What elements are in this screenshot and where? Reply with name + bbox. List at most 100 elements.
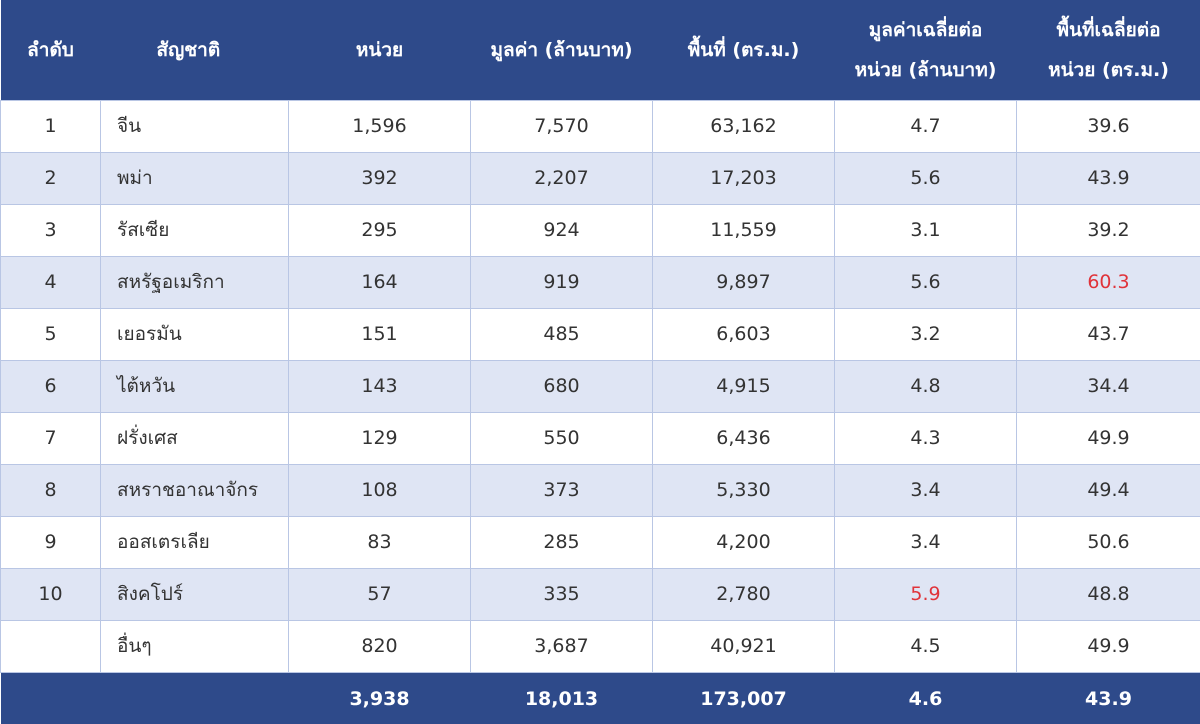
cell-avg-area: 43.7	[1016, 307, 1200, 361]
cell-avg-area: 43.9	[1016, 151, 1200, 205]
cell-rank: 4	[0, 255, 101, 309]
cell-value: 335	[470, 567, 653, 621]
cell-nationality: อื่นๆ	[100, 619, 289, 673]
cell-area: 63,162	[652, 99, 835, 153]
table-row: 4 สหรัฐอเมริกา 164 919 9,897 5.6 60.3	[0, 255, 1200, 309]
total-avg-value: 4.6	[908, 688, 943, 711]
cell-avg-value-highlight: 5.9	[834, 567, 1017, 621]
cell-rank: 6	[0, 359, 101, 413]
cell-rank: 3	[0, 203, 101, 257]
cell-avg-value: 4.5	[834, 619, 1017, 673]
header-rank: ลำดับ	[27, 38, 74, 61]
cell-units: 83	[288, 515, 471, 569]
cell-nationality: เยอรมัน	[100, 307, 289, 361]
cell-nationality: จีน	[100, 99, 289, 153]
table-body: 1 จีน 1,596 7,570 63,162 4.7 39.6 2 พม่า…	[0, 99, 1200, 673]
total-units: 3,938	[349, 688, 410, 711]
cell-area: 9,897	[652, 255, 835, 309]
cell-avg-value: 3.1	[834, 203, 1017, 257]
header-avg-value: มูลค่าเฉลี่ยต่อ หน่วย (ล้านบาท)	[835, 0, 1017, 100]
cell-units: 129	[288, 411, 471, 465]
table-row: 6 ไต้หวัน 143 680 4,915 4.8 34.4	[0, 359, 1200, 413]
cell-avg-area: 49.9	[1016, 411, 1200, 465]
cell-rank: 5	[0, 307, 101, 361]
cell-area: 6,436	[652, 411, 835, 465]
cell-avg-area: 50.6	[1016, 515, 1200, 569]
table-row: 1 จีน 1,596 7,570 63,162 4.7 39.6	[0, 99, 1200, 153]
cell-area: 2,780	[652, 567, 835, 621]
header-avg-area-line1: พื้นที่เฉลี่ยต่อ	[1056, 18, 1161, 41]
cell-value: 7,570	[470, 99, 653, 153]
cell-value: 373	[470, 463, 653, 517]
cell-units: 151	[288, 307, 471, 361]
total-value: 18,013	[524, 688, 599, 711]
cell-rank: 2	[0, 151, 101, 205]
cell-units: 295	[288, 203, 471, 257]
header-units: หน่วย	[355, 38, 404, 61]
cell-value: 550	[470, 411, 653, 465]
cell-rank: 8	[0, 463, 101, 517]
cell-avg-value: 3.4	[834, 515, 1017, 569]
cell-nationality: พม่า	[100, 151, 289, 205]
cell-value: 680	[470, 359, 653, 413]
cell-rank: 10	[0, 567, 101, 621]
cell-area: 4,915	[652, 359, 835, 413]
cell-avg-value: 4.8	[834, 359, 1017, 413]
cell-avg-area: 39.6	[1016, 99, 1200, 153]
cell-avg-area: 34.4	[1016, 359, 1200, 413]
table-row: 3 รัสเซีย 295 924 11,559 3.1 39.2	[0, 203, 1200, 257]
header-avg-area: พื้นที่เฉลี่ยต่อ หน่วย (ตร.ม.)	[1017, 0, 1200, 100]
cell-area: 17,203	[652, 151, 835, 205]
header-row: ลำดับ สัญชาติ หน่วย มูลค่า (ล้านบาท) พื้…	[0, 0, 1200, 100]
header-area: พื้นที่ (ตร.ม.)	[687, 38, 800, 61]
table-row: อื่นๆ 820 3,687 40,921 4.5 49.9	[0, 619, 1200, 673]
cell-avg-value: 4.3	[834, 411, 1017, 465]
header-value: มูลค่า (ล้านบาท)	[490, 38, 633, 61]
table-row: 2 พม่า 392 2,207 17,203 5.6 43.9	[0, 151, 1200, 205]
table-row: 9 ออสเตรเลีย 83 285 4,200 3.4 50.6	[0, 515, 1200, 569]
cell-value: 919	[470, 255, 653, 309]
cell-avg-value: 3.4	[834, 463, 1017, 517]
cell-avg-area: 39.2	[1016, 203, 1200, 257]
table-row: 7 ฝรั่งเศส 129 550 6,436 4.3 49.9	[0, 411, 1200, 465]
header-avg-area-line2: หน่วย (ตร.ม.)	[1048, 58, 1169, 81]
cell-value: 924	[470, 203, 653, 257]
total-nationality-empty	[101, 672, 289, 724]
cell-area: 4,200	[652, 515, 835, 569]
cell-nationality: สิงคโปร์	[100, 567, 289, 621]
cell-rank: 1	[0, 99, 101, 153]
cell-rank	[0, 619, 101, 673]
cell-units: 1,596	[288, 99, 471, 153]
cell-avg-value: 5.6	[834, 151, 1017, 205]
total-area: 173,007	[700, 688, 787, 711]
table-header: ลำดับ สัญชาติ หน่วย มูลค่า (ล้านบาท) พื้…	[0, 0, 1200, 100]
total-rank-empty	[1, 672, 101, 724]
header-nationality: สัญชาติ	[156, 38, 221, 61]
cell-units: 820	[288, 619, 471, 673]
cell-avg-value: 5.6	[834, 255, 1017, 309]
table-footer: 3,938 18,013 173,007 4.6 43.9	[0, 672, 1200, 724]
table-row: 8 สหราชอาณาจักร 108 373 5,330 3.4 49.4	[0, 463, 1200, 517]
cell-units: 164	[288, 255, 471, 309]
cell-area: 6,603	[652, 307, 835, 361]
cell-value: 3,687	[470, 619, 653, 673]
cell-area: 40,921	[652, 619, 835, 673]
cell-avg-area-highlight: 60.3	[1016, 255, 1200, 309]
cell-nationality: ออสเตรเลีย	[100, 515, 289, 569]
cell-avg-value: 4.7	[834, 99, 1017, 153]
cell-units: 143	[288, 359, 471, 413]
cell-nationality: รัสเซีย	[100, 203, 289, 257]
cell-nationality: สหราชอาณาจักร	[100, 463, 289, 517]
cell-value: 285	[470, 515, 653, 569]
cell-nationality: ฝรั่งเศส	[100, 411, 289, 465]
cell-value: 2,207	[470, 151, 653, 205]
cell-units: 392	[288, 151, 471, 205]
table-row: 5 เยอรมัน 151 485 6,603 3.2 43.7	[0, 307, 1200, 361]
table-row: 10 สิงคโปร์ 57 335 2,780 5.9 48.8	[0, 567, 1200, 621]
cell-nationality: ไต้หวัน	[100, 359, 289, 413]
cell-avg-area: 49.4	[1016, 463, 1200, 517]
header-avg-value-line2: หน่วย (ล้านบาท)	[854, 58, 997, 81]
cell-area: 5,330	[652, 463, 835, 517]
cell-area: 11,559	[652, 203, 835, 257]
